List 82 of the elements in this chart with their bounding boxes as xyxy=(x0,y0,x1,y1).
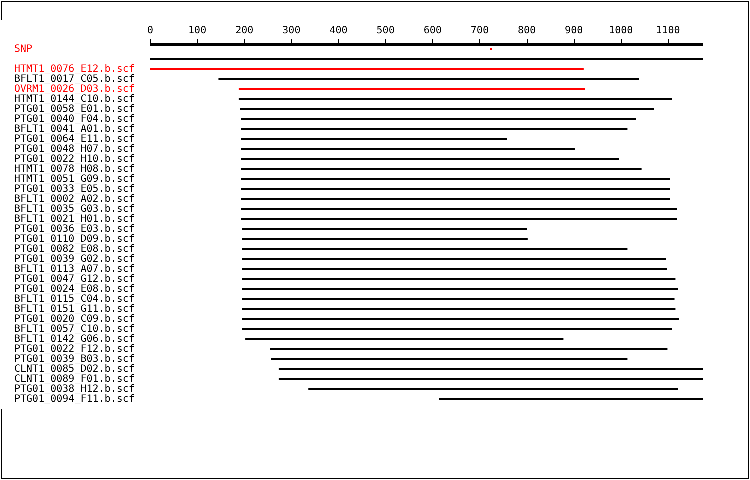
bar xyxy=(241,168,642,170)
y-tick-label: BFLT1_0021_H01.b.scf xyxy=(14,214,135,225)
bar xyxy=(241,188,670,190)
bar xyxy=(241,178,670,180)
bar xyxy=(238,88,586,90)
y-tick-label: PTG01_0094_F11.b.scf xyxy=(14,394,135,405)
bar xyxy=(150,58,703,60)
y-tick-label: PTG01_0036_E03.b.scf xyxy=(14,224,135,235)
bar xyxy=(218,78,640,80)
bar xyxy=(241,208,678,210)
y-tick-label: CLNT1_0089_F01.b.scf xyxy=(14,374,135,385)
x-tick-label: 600 xyxy=(424,26,442,36)
x-tick-label: 300 xyxy=(282,26,301,36)
y-tick-label: BFLT1_0142_G06.b.scf xyxy=(14,334,135,345)
bar xyxy=(241,128,628,130)
bar xyxy=(308,388,678,390)
y-tick-label: BFLT1_0017_C05.b.scf xyxy=(14,74,135,85)
bar xyxy=(238,98,672,100)
bar xyxy=(242,248,628,250)
bar xyxy=(278,378,703,380)
y-tick-label: PTG01_0020_C09.b.scf xyxy=(14,314,135,325)
x-tick-label: 900 xyxy=(565,26,584,36)
bar xyxy=(242,278,676,280)
bar xyxy=(150,68,584,70)
y-tick-label: BFLT1_0035_G03.b.scf xyxy=(14,204,135,215)
bar xyxy=(242,258,666,260)
y-tick-label: PTG01_0033_E05.b.scf xyxy=(14,184,135,195)
bar xyxy=(242,238,528,240)
bar xyxy=(278,368,703,370)
x-tick-label: 100 xyxy=(188,26,207,36)
bar xyxy=(242,328,672,330)
x-tick-label: 1100 xyxy=(656,26,680,36)
y-tick-label: BFLT1_0113_A07.b.scf xyxy=(14,264,135,275)
bar xyxy=(270,348,668,350)
y-tick-label: PTG01_0040_F04.b.scf xyxy=(14,114,135,125)
y-tick-label: PTG01_0047_G12.b.scf xyxy=(14,274,135,285)
bar xyxy=(242,228,528,230)
bar xyxy=(242,308,676,310)
y-tick-label: HTMT1_0144_C10.b.scf xyxy=(14,94,135,105)
x-tick-label: 200 xyxy=(236,26,254,36)
y-tick-label: PTG01_0038_H12.b.scf xyxy=(14,384,135,395)
x-tick-label: 800 xyxy=(518,26,536,36)
y-tick-label: PTG01_0039_B03.b.scf xyxy=(14,354,135,365)
y-tick-label: PTG01_0110_D09.b.scf xyxy=(14,234,135,245)
bar xyxy=(241,198,670,200)
bar xyxy=(242,288,678,290)
y-tick-label: HTMT1_0076_E12.b.scf xyxy=(14,64,135,75)
bar xyxy=(242,268,668,270)
bar xyxy=(242,318,679,320)
x-tick-label: 1000 xyxy=(609,26,634,36)
y-tick-label: PTG01_0024_E08.b.scf xyxy=(14,284,135,295)
bar xyxy=(241,118,636,120)
y-tick-label: PTG01_0082_E08.b.scf xyxy=(14,244,135,255)
y-tick-label: PTG01_0048_H07.b.scf xyxy=(14,144,135,155)
x-tick-label: 400 xyxy=(330,26,348,36)
y-tick-label: PTG01_0039_G02.b.scf xyxy=(14,254,135,265)
y-tick-label: HTMT1_0078_H08.b.scf xyxy=(14,164,135,175)
bar xyxy=(241,158,620,160)
x-tick-label: 700 xyxy=(470,26,489,36)
bar xyxy=(246,338,564,340)
x-tick-label: 0 xyxy=(147,26,154,36)
y-tick-label: BFLT1_0002_A02.b.scf xyxy=(14,194,135,205)
y-tick-label: BFLT1_0115_C04.b.scf xyxy=(14,294,135,305)
y-tick-label: CLNT1_0085_D02.b.scf xyxy=(14,364,135,375)
y-tick-label: PTG01_0022_H10.b.scf xyxy=(14,154,135,165)
bar xyxy=(241,218,678,220)
y-tick-label: OVRM1_0026_D03.b.scf xyxy=(14,84,135,95)
y-tick-label: BFLT1_0057_C10.b.scf xyxy=(14,324,135,335)
bar xyxy=(241,138,508,140)
y-tick-label: BFLT1_0151_G11.b.scf xyxy=(14,304,135,315)
bar xyxy=(241,148,575,150)
x-tick-label: 500 xyxy=(376,26,395,36)
y-tick-label: SNP xyxy=(14,44,33,55)
y-tick-label: PTG01_0058_E01.b.scf xyxy=(14,104,135,115)
y-tick-label: BFLT1_0041_A01.b.scf xyxy=(14,124,135,135)
bar xyxy=(439,398,703,400)
y-tick-label: PTG01_0064_E11.b.scf xyxy=(14,134,135,145)
y-tick-label: HTMT1_0051_G09.b.scf xyxy=(14,174,135,185)
bar xyxy=(242,298,675,300)
bar xyxy=(240,108,654,110)
bar xyxy=(271,358,628,360)
y-tick-label: PTG01_0022_F12.b.scf xyxy=(14,344,135,355)
